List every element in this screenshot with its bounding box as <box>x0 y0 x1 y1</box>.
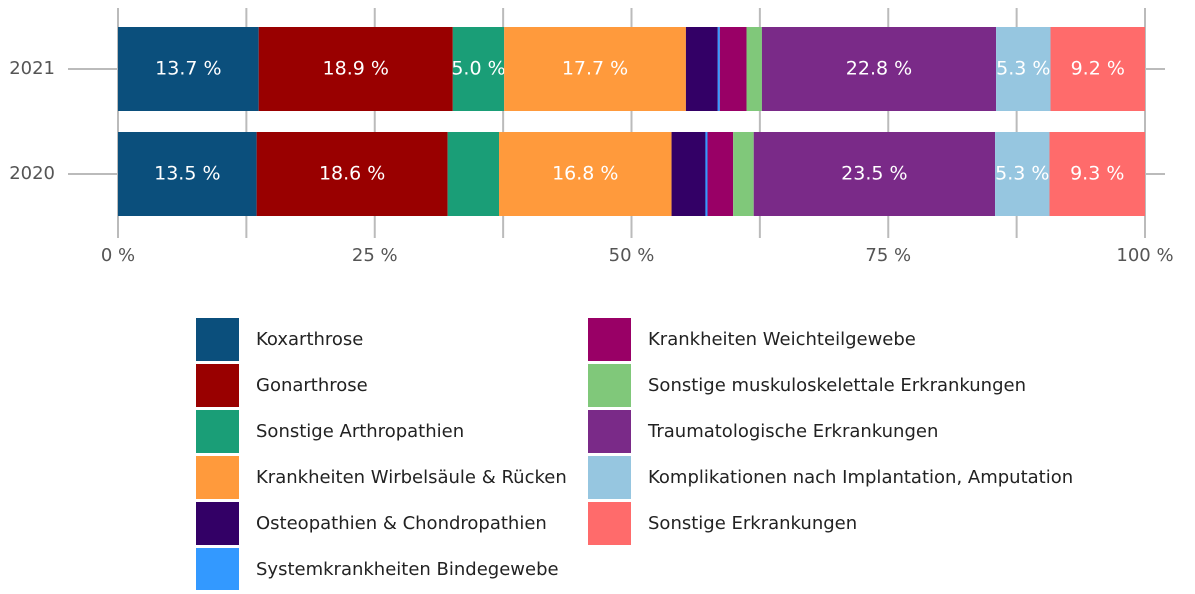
data-label: 9.2 % <box>1071 58 1125 80</box>
bar-segment <box>256 132 448 216</box>
data-label: 23.5 % <box>841 163 907 185</box>
legend-label: Sonstige Erkrankungen <box>648 513 857 534</box>
bar-segment <box>996 27 1051 111</box>
legend-swatch <box>588 456 631 499</box>
x-tick-label: 25 % <box>352 245 398 266</box>
bar-segment <box>499 132 672 216</box>
x-tick-label: 0 % <box>101 245 135 266</box>
data-label: 13.5 % <box>154 163 220 185</box>
legend-swatch <box>196 456 239 499</box>
legend-swatch <box>588 502 631 545</box>
bar-segment <box>1049 132 1145 216</box>
legend-label: Sonstige Arthropathien <box>256 421 464 442</box>
data-label: 16.8 % <box>552 163 618 185</box>
legend-label: Komplikationen nach Implantation, Amputa… <box>648 467 1073 488</box>
bar-segment <box>504 27 686 111</box>
bar-segment <box>707 132 734 216</box>
legend-label: Koxarthrose <box>256 329 363 350</box>
legend-swatch <box>196 548 239 591</box>
x-tick-label: 100 % <box>1116 245 1173 266</box>
bar-segment <box>685 27 718 111</box>
bar-segment <box>753 132 996 216</box>
data-label: 18.6 % <box>319 163 385 185</box>
bar-segment <box>1050 27 1145 111</box>
data-label: 5.3 % <box>996 58 1050 80</box>
bar-segment <box>746 27 762 111</box>
legend-swatch <box>196 410 239 453</box>
bar-segment <box>719 27 747 111</box>
legend-label: Sonstige muskuloskelettale Erkrankungen <box>648 375 1026 396</box>
bar-segment <box>118 27 259 111</box>
bar-segment <box>447 132 500 216</box>
legend-swatch <box>588 318 631 361</box>
x-tick-label: 50 % <box>609 245 655 266</box>
legend-label: Gonarthrose <box>256 375 368 396</box>
legend-label: Traumatologische Erkrankungen <box>647 421 938 442</box>
y-tick-label: 2020 <box>9 163 55 184</box>
legend-label: Krankheiten Weichteilgewebe <box>648 329 916 350</box>
bar-segment <box>452 27 505 111</box>
bar-segment <box>671 132 706 216</box>
legend-label: Osteopathien & Chondropathien <box>256 513 547 534</box>
legend-swatch <box>588 364 631 407</box>
legend-swatch <box>196 502 239 545</box>
data-label: 13.7 % <box>155 58 221 80</box>
data-label: 17.7 % <box>562 58 628 80</box>
legend-label: Systemkrankheiten Bindegewebe <box>256 559 559 580</box>
legend-swatch <box>588 410 631 453</box>
y-tick-label: 2021 <box>9 58 55 79</box>
data-label: 9.3 % <box>1070 163 1124 185</box>
x-tick-label: 75 % <box>865 245 911 266</box>
bar-segment <box>118 132 257 216</box>
data-label: 18.9 % <box>323 58 389 80</box>
data-label: 5.0 % <box>451 58 505 80</box>
legend-label: Krankheiten Wirbelsäule & Rücken <box>256 467 567 488</box>
legend-swatch <box>196 364 239 407</box>
bar-segment <box>733 132 754 216</box>
data-label: 22.8 % <box>846 58 912 80</box>
legend-swatch <box>196 318 239 361</box>
data-label: 5.3 % <box>995 163 1049 185</box>
bar-segment <box>995 132 1050 216</box>
bar-segment <box>258 27 453 111</box>
bar-segment <box>717 27 720 111</box>
bar-segment <box>761 27 997 111</box>
bar-segment <box>705 132 708 216</box>
